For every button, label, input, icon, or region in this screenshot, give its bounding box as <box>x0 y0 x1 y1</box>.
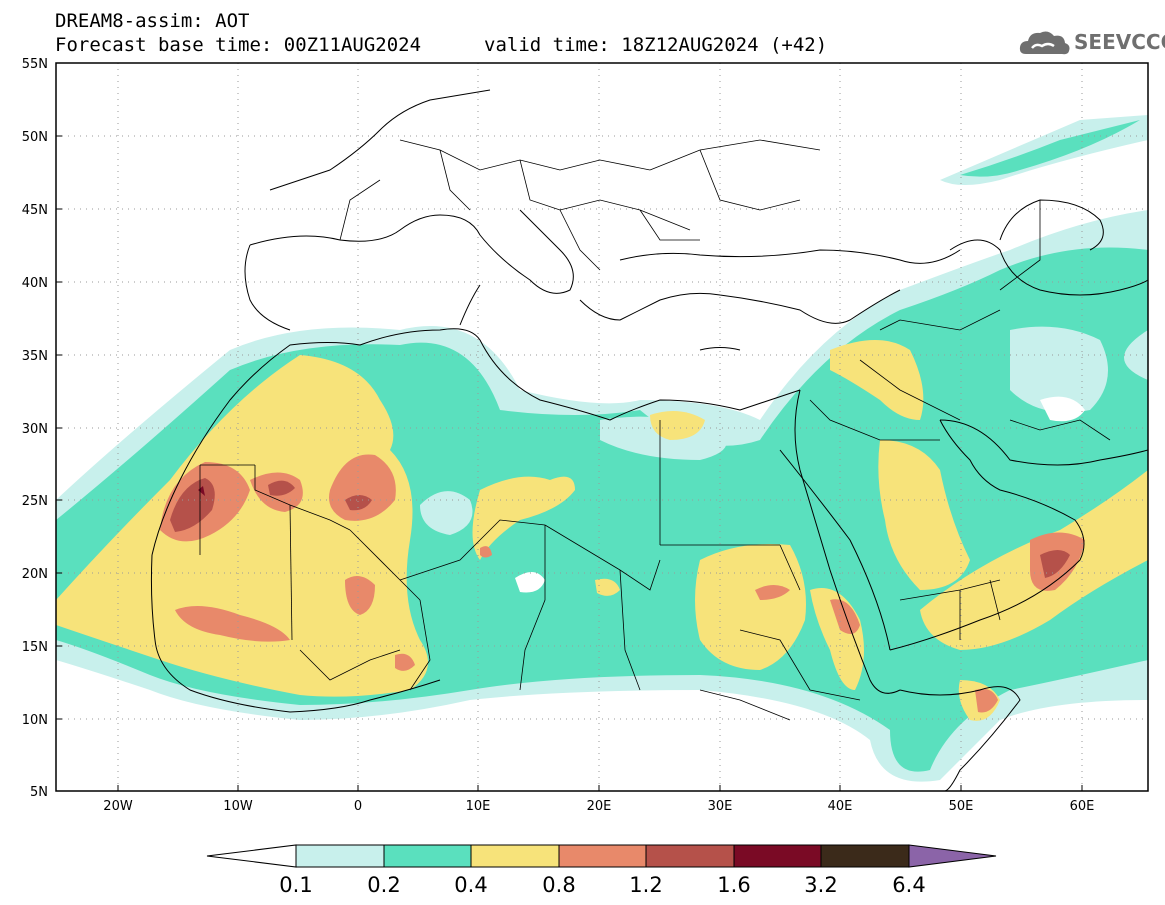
lat-label-15n: 15N <box>22 640 48 655</box>
colorbar-labels: 0.1 0.2 0.4 0.8 1.2 1.6 3.2 6.4 <box>279 873 925 897</box>
colorbar-swatch-0.4 <box>470 844 560 868</box>
colorbar-swatch-1.2 <box>645 844 735 868</box>
grid-lines <box>56 63 1148 791</box>
lon-label-20e: 20E <box>587 799 612 814</box>
lat-label-35n: 35N <box>22 349 48 364</box>
colorbar-label-1.6: 1.6 <box>717 873 750 897</box>
aot-field <box>56 63 1148 791</box>
aot-band-0.4 <box>56 355 428 697</box>
lat-label-55n: 55N <box>22 57 48 72</box>
colorbar-max-arrow <box>908 844 997 868</box>
lat-label-25n: 25N <box>22 494 48 509</box>
colorbar-label-0.8: 0.8 <box>542 873 575 897</box>
colorbar-swatch-0.8 <box>558 844 647 868</box>
cloud-logo-icon <box>1019 31 1070 55</box>
latitude-labels: 55N 50N 45N 40N 35N 30N 25N 20N 15N 10N … <box>22 57 48 800</box>
colorbar-swatch-3.2 <box>820 844 910 868</box>
lat-label-50n: 50N <box>22 130 48 145</box>
country-borders <box>199 139 1111 721</box>
lat-label-45n: 45N <box>22 203 48 218</box>
valid-time: valid time: 18Z12AUG2024 (+42) <box>484 34 828 56</box>
coastlines <box>150 89 1148 791</box>
lat-label-20n: 20N <box>22 567 48 582</box>
aot-band-1.6 <box>198 486 205 496</box>
colorbar-label-0.1: 0.1 <box>279 873 312 897</box>
lat-label-10n: 10N <box>22 713 48 728</box>
map-title: DREAM8-assim: AOT <box>55 10 250 32</box>
seevccc-logo: SEEVCCC <box>1018 26 1165 60</box>
lon-label-10w: 10W <box>223 799 253 814</box>
lon-label-50e: 50E <box>949 799 974 814</box>
forecast-base-time: Forecast base time: 00Z11AUG2024 <box>55 34 422 56</box>
colorbar-label-3.2: 3.2 <box>804 873 837 897</box>
lon-label-20w: 20W <box>103 799 133 814</box>
logo-text: SEEVCCC <box>1074 30 1165 54</box>
colorbar-min-arrow <box>206 844 297 868</box>
lon-label-10e: 10E <box>466 799 491 814</box>
lon-label-40e: 40E <box>828 799 853 814</box>
colorbar-label-1.2: 1.2 <box>629 873 662 897</box>
lon-label-30e: 30E <box>708 799 733 814</box>
colorbar <box>206 844 997 868</box>
colorbar-label-0.2: 0.2 <box>367 873 400 897</box>
colorbar-swatch-0.2 <box>383 844 472 868</box>
lon-label-0: 0 <box>354 799 362 814</box>
lat-label-40n: 40N <box>22 276 48 291</box>
lat-label-30n: 30N <box>22 422 48 437</box>
lat-label-5n: 5N <box>30 785 48 800</box>
plot-frame <box>55 62 1149 792</box>
colorbar-label-6.4: 6.4 <box>892 873 925 897</box>
colorbar-swatch-0.1 <box>295 844 385 868</box>
colorbar-label-0.4: 0.4 <box>454 873 487 897</box>
colorbar-swatch-1.6 <box>733 844 822 868</box>
axis-ticks <box>56 135 1083 791</box>
longitude-labels: 20W 10W 0 10E 20E 30E 40E 50E 60E <box>103 799 1094 814</box>
lon-label-60e: 60E <box>1070 799 1095 814</box>
